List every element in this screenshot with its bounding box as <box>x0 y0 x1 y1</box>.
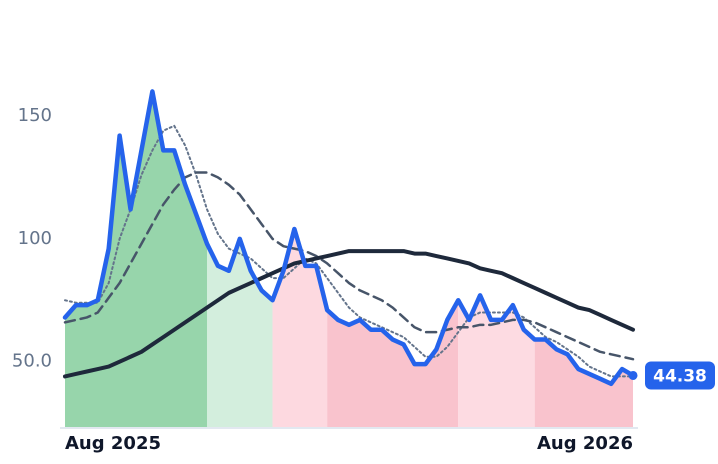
y-tick-label: 100 <box>18 228 52 249</box>
last-value-label: 44.38 <box>653 366 707 386</box>
series-line <box>63 171 635 361</box>
regime-band <box>272 91 328 428</box>
regime-band <box>458 91 535 428</box>
regime-band <box>327 91 459 428</box>
band-group <box>65 91 633 428</box>
last-point <box>628 370 638 380</box>
regime-band <box>65 91 207 428</box>
y-tick-label: 150 <box>18 105 52 126</box>
regime-band <box>207 91 273 428</box>
regime-band <box>534 91 633 428</box>
x-tick-label: Aug 2026 <box>537 433 633 454</box>
series-line <box>62 89 636 387</box>
series-line <box>63 249 635 379</box>
x-tick-label: Aug 2025 <box>65 433 161 454</box>
y-tick-label: 50.0 <box>12 351 52 372</box>
value-badge <box>645 361 715 390</box>
